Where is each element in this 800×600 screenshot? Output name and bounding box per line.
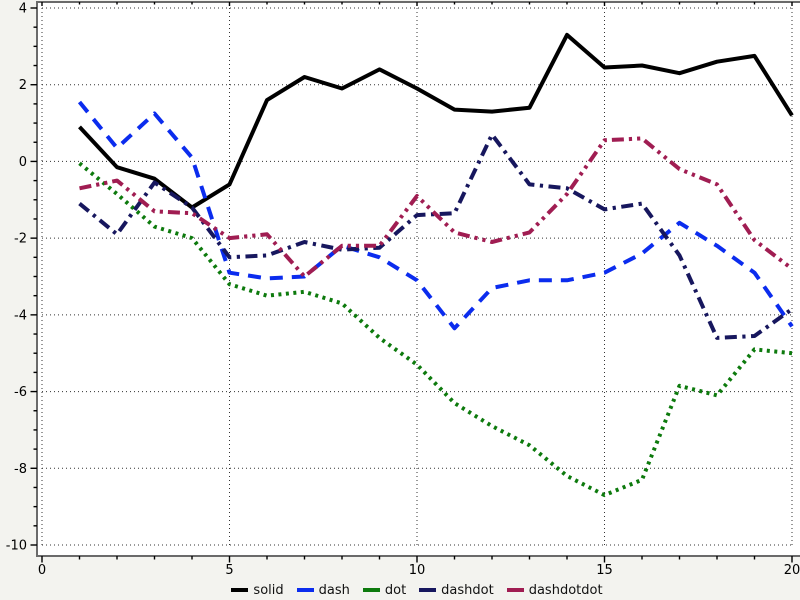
legend-swatch-dot xyxy=(362,588,380,592)
y-tick-label: -6 xyxy=(14,385,27,400)
x-tick-label: 10 xyxy=(409,563,426,578)
legend-item-dot: dot xyxy=(362,582,407,598)
y-tick-label: 2 xyxy=(19,78,27,93)
legend-item-solid: solid xyxy=(231,582,284,598)
legend-swatch-dashdotdot xyxy=(506,588,524,592)
y-tick-label: 4 xyxy=(19,2,27,17)
plot-border xyxy=(36,1,800,557)
plot-area xyxy=(38,3,800,555)
series-dot-line xyxy=(78,161,793,498)
legend-label: solid xyxy=(253,582,284,598)
series-dash-line xyxy=(77,100,794,331)
legend-item-dash: dash xyxy=(296,582,350,598)
series-dashdotdot-line xyxy=(79,136,794,279)
legend-label: dash xyxy=(318,582,350,598)
legend-swatch-dashdot xyxy=(419,588,437,592)
y-tick-label: -10 xyxy=(6,539,27,554)
y-tick-label: -4 xyxy=(14,308,27,323)
legend-item-dashdotdot: dashdotdot xyxy=(506,582,603,598)
legend-item-dashdot: dashdot xyxy=(419,583,494,598)
legend-swatch-dash xyxy=(296,588,314,592)
y-tick-label: -2 xyxy=(14,232,27,247)
x-tick-label: 5 xyxy=(225,563,233,578)
x-tick-label: 20 xyxy=(784,563,800,578)
legend-swatch-solid xyxy=(231,588,249,592)
y-tick-label: 0 xyxy=(19,155,27,170)
series-solid-line xyxy=(78,32,794,210)
series-dashdot-line xyxy=(78,132,794,340)
y-tick-label: -8 xyxy=(14,462,27,477)
legend-label: dashdotdot xyxy=(528,582,603,598)
legend-label: dot xyxy=(384,582,407,598)
chart-legend: solid dash dot dashdot dashdotdot xyxy=(42,581,792,599)
x-tick-label: 15 xyxy=(596,563,613,578)
x-tick-label: 0 xyxy=(38,563,46,578)
legend-label: dashdot xyxy=(441,582,494,598)
